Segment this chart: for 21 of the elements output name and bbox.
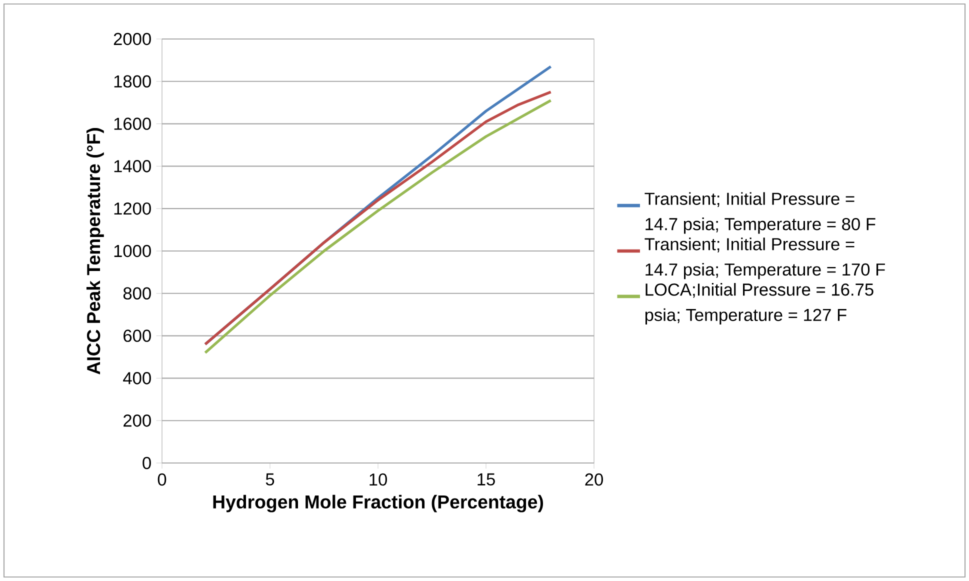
y-tick-label: 0 <box>142 456 151 470</box>
x-tick-label: 10 <box>370 473 387 486</box>
y-tick-label: 1600 <box>114 118 151 130</box>
y-tick-label: 1000 <box>114 244 151 258</box>
x-tick-label: 15 <box>478 473 495 486</box>
x-tick-label: 5 <box>266 473 274 486</box>
x-axis-title: Hydrogen Mole Fraction (Percentage) <box>213 494 544 512</box>
y-tick-label: 200 <box>124 414 151 427</box>
y-tick-label: 2000 <box>114 32 151 46</box>
y-tick-label: 600 <box>124 330 151 342</box>
x-tick-label: 20 <box>585 473 603 486</box>
y-axis-title: AICC Peak Temperature (°F) <box>86 128 104 374</box>
legend-label: Transient; Initial Pressure = 14.7 psia; Temperature = 170 F <box>644 238 885 280</box>
y-tick-label: 1400 <box>114 160 151 172</box>
y-tick-label: 800 <box>123 287 151 300</box>
y-tick-label: 1800 <box>114 75 151 88</box>
y-tick-label: 400 <box>123 372 151 384</box>
x-tick-label: 0 <box>158 473 166 486</box>
legend-label: Transient; Initial Pressure = 14.7 psia; Temperature = 80 F <box>644 192 876 234</box>
y-tick-label: 1200 <box>114 202 151 215</box>
legend-label: LOCA;Initial Pressure = 16.75 psia; Temperature = 127 F <box>645 283 874 325</box>
